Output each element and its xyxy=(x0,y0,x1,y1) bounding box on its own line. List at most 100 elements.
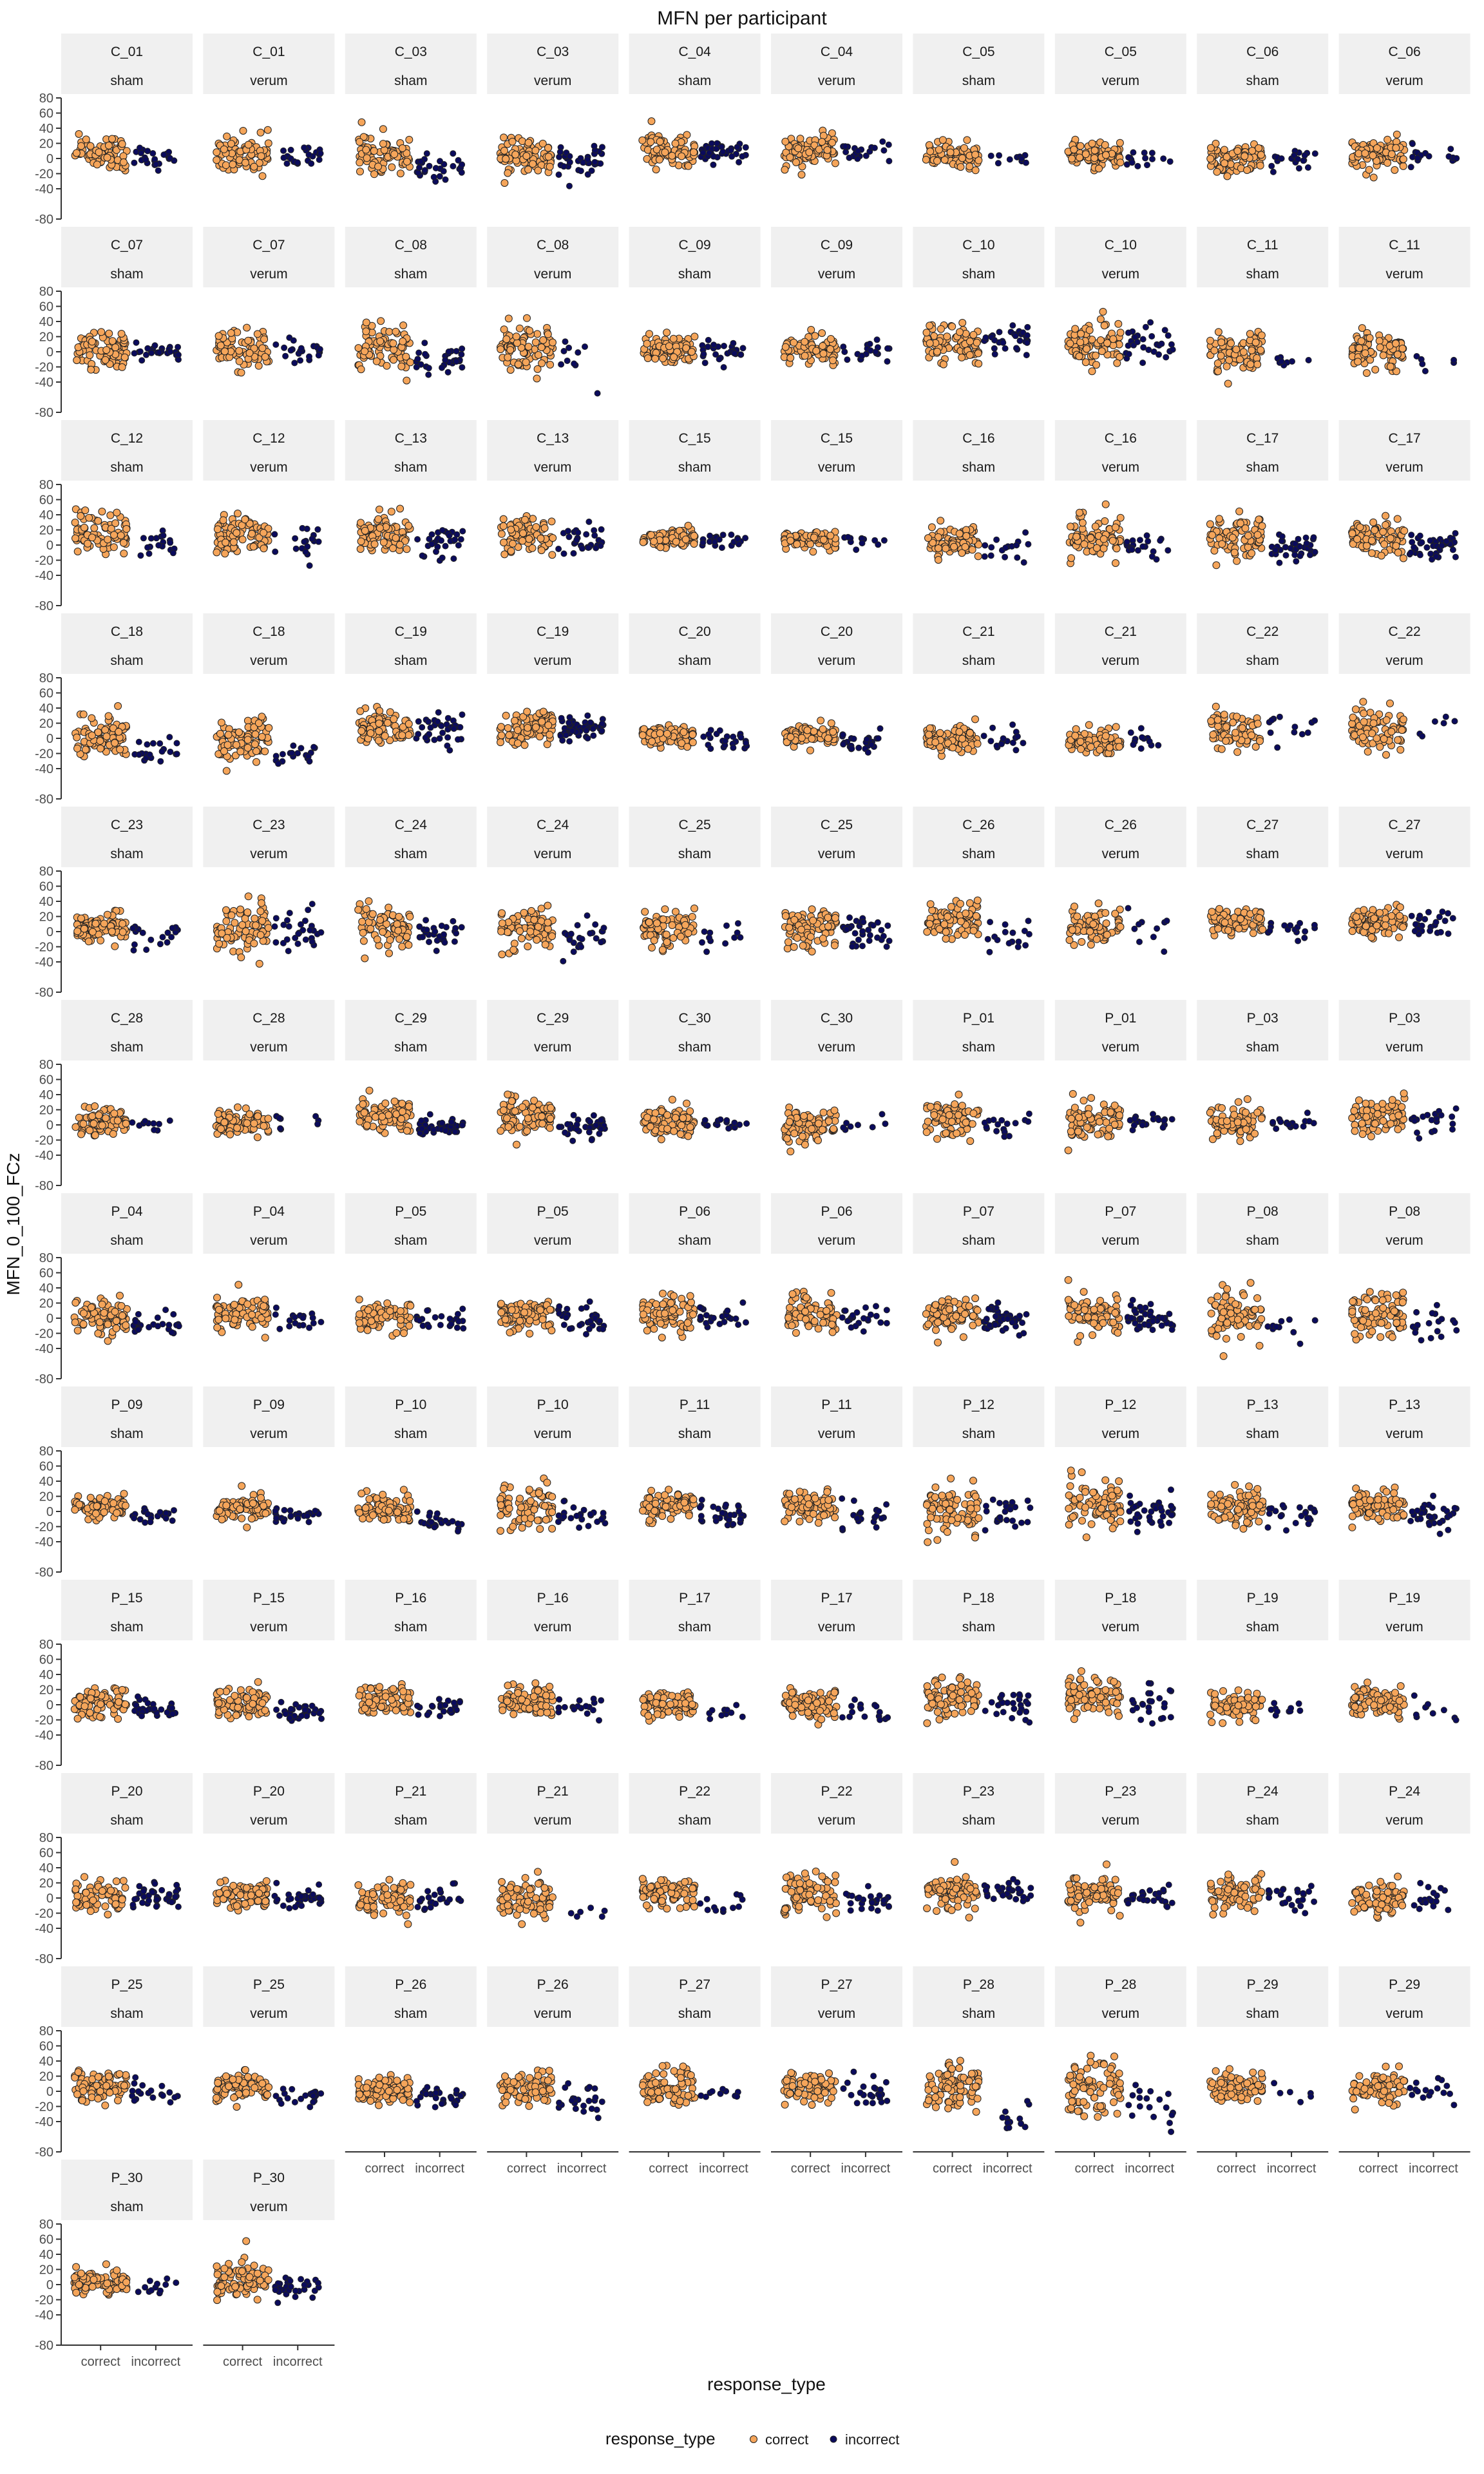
point-correct xyxy=(1376,343,1384,352)
point-incorrect xyxy=(1276,559,1283,566)
point-incorrect xyxy=(436,735,443,742)
point-correct xyxy=(502,335,511,343)
point-correct xyxy=(1251,338,1260,347)
point-correct xyxy=(931,738,940,747)
point-correct xyxy=(958,154,966,162)
point-correct xyxy=(549,338,556,347)
point-incorrect xyxy=(137,144,143,151)
point-correct xyxy=(513,339,521,347)
point-incorrect xyxy=(575,349,582,356)
point-correct xyxy=(376,337,385,345)
point-incorrect xyxy=(1414,155,1421,162)
point-correct xyxy=(222,906,230,914)
point-incorrect xyxy=(719,148,727,155)
point-incorrect xyxy=(987,552,994,559)
point-correct xyxy=(690,540,698,548)
point-correct xyxy=(390,345,398,354)
point-incorrect xyxy=(730,744,737,751)
facet-participant-label: C_16 xyxy=(1105,431,1137,446)
point-correct xyxy=(498,909,506,917)
point-incorrect xyxy=(1166,158,1174,165)
point-correct xyxy=(1361,149,1369,157)
point-correct xyxy=(524,943,532,950)
point-correct xyxy=(515,324,524,332)
point-correct xyxy=(1399,554,1407,562)
point-incorrect xyxy=(1009,322,1016,329)
point-correct xyxy=(544,144,552,152)
facet-condition-label: verum xyxy=(534,460,571,475)
point-incorrect xyxy=(728,532,735,538)
point-correct xyxy=(806,540,815,548)
point-correct xyxy=(933,157,941,165)
point-incorrect xyxy=(298,745,305,752)
point-incorrect xyxy=(422,350,428,358)
y-tick-label: 80 xyxy=(39,285,53,299)
point-incorrect xyxy=(706,149,713,157)
point-incorrect xyxy=(160,151,167,158)
point-incorrect xyxy=(1416,532,1423,539)
point-correct xyxy=(781,912,790,920)
point-incorrect xyxy=(305,906,312,914)
point-correct xyxy=(359,133,368,141)
point-incorrect xyxy=(598,526,605,533)
point-correct xyxy=(88,928,97,936)
facet-strip xyxy=(61,34,193,94)
point-incorrect xyxy=(426,939,432,945)
point-correct xyxy=(499,522,508,530)
point-correct xyxy=(376,916,385,924)
point-correct xyxy=(647,138,655,146)
point-incorrect xyxy=(880,933,887,939)
point-correct xyxy=(243,323,251,332)
point-correct xyxy=(1092,544,1101,552)
point-correct xyxy=(1066,340,1074,348)
point-correct xyxy=(1221,159,1228,168)
point-incorrect xyxy=(437,158,443,165)
point-correct xyxy=(638,731,647,740)
point-incorrect xyxy=(1409,140,1416,148)
point-incorrect xyxy=(314,526,321,533)
point-incorrect xyxy=(151,342,158,349)
point-correct xyxy=(260,529,268,537)
point-correct xyxy=(943,332,951,341)
point-incorrect xyxy=(419,552,426,559)
point-correct xyxy=(504,353,512,361)
point-correct xyxy=(356,138,364,146)
point-correct xyxy=(949,743,957,752)
point-incorrect xyxy=(438,537,444,544)
point-correct xyxy=(786,354,795,362)
point-incorrect xyxy=(1165,332,1172,339)
point-correct xyxy=(680,728,688,736)
point-correct xyxy=(356,707,365,715)
point-correct xyxy=(681,535,690,544)
point-incorrect xyxy=(1140,344,1147,351)
point-incorrect xyxy=(880,147,888,154)
point-correct xyxy=(533,935,541,944)
point-correct xyxy=(1256,737,1264,745)
facet-participant-label: C_15 xyxy=(678,431,710,446)
point-correct xyxy=(924,534,932,542)
point-incorrect xyxy=(157,941,164,948)
point-correct xyxy=(1392,542,1400,550)
point-incorrect xyxy=(1128,546,1136,553)
facet-condition-label: sham xyxy=(678,653,711,668)
y-tick-label: -80 xyxy=(35,406,53,420)
point-correct xyxy=(119,919,127,928)
point-incorrect xyxy=(723,922,730,929)
point-correct xyxy=(1238,724,1246,733)
point-correct xyxy=(265,724,273,732)
point-correct xyxy=(1067,554,1076,562)
point-correct xyxy=(96,737,104,745)
point-correct xyxy=(502,711,510,720)
point-incorrect xyxy=(1304,164,1311,171)
point-incorrect xyxy=(137,348,144,355)
point-incorrect xyxy=(1137,537,1143,544)
point-incorrect xyxy=(1024,323,1031,331)
y-tick-label: 20 xyxy=(39,717,53,731)
point-incorrect xyxy=(1009,721,1016,728)
point-correct xyxy=(961,542,969,551)
